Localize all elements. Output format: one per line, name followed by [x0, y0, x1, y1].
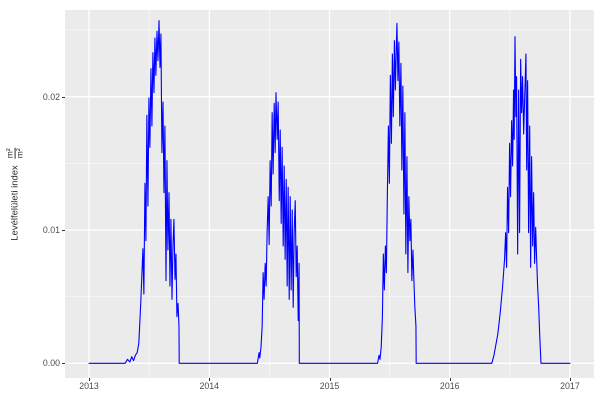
x-tick-mark [89, 378, 91, 381]
x-tick-label: 2013 [79, 381, 99, 391]
plot-panel [65, 10, 594, 378]
plot-svg [65, 10, 594, 378]
x-tick-mark [449, 378, 451, 381]
x-tick-mark [569, 378, 571, 381]
y-tick-mark [62, 230, 65, 231]
x-tick-label: 2014 [199, 381, 220, 391]
x-tick-label: 2015 [319, 381, 340, 391]
lai-line-series [88, 20, 571, 364]
y-tick-mark [62, 96, 65, 98]
y-tick-label: 0.01 [42, 225, 60, 235]
x-axis-tick-labels: 2013 2014 2015 2016 2017 [65, 381, 594, 395]
x-tick-mark [209, 378, 211, 381]
x-tick-label: 2017 [560, 381, 580, 391]
y-axis-tick-labels: 0.00 0.01 0.02 [0, 10, 60, 378]
x-tick-label: 2016 [439, 381, 460, 391]
y-tick-mark [62, 363, 65, 365]
x-tick-mark [329, 378, 331, 381]
y-tick-label: 0.02 [42, 91, 60, 102]
y-tick-label: 0.00 [42, 358, 60, 369]
